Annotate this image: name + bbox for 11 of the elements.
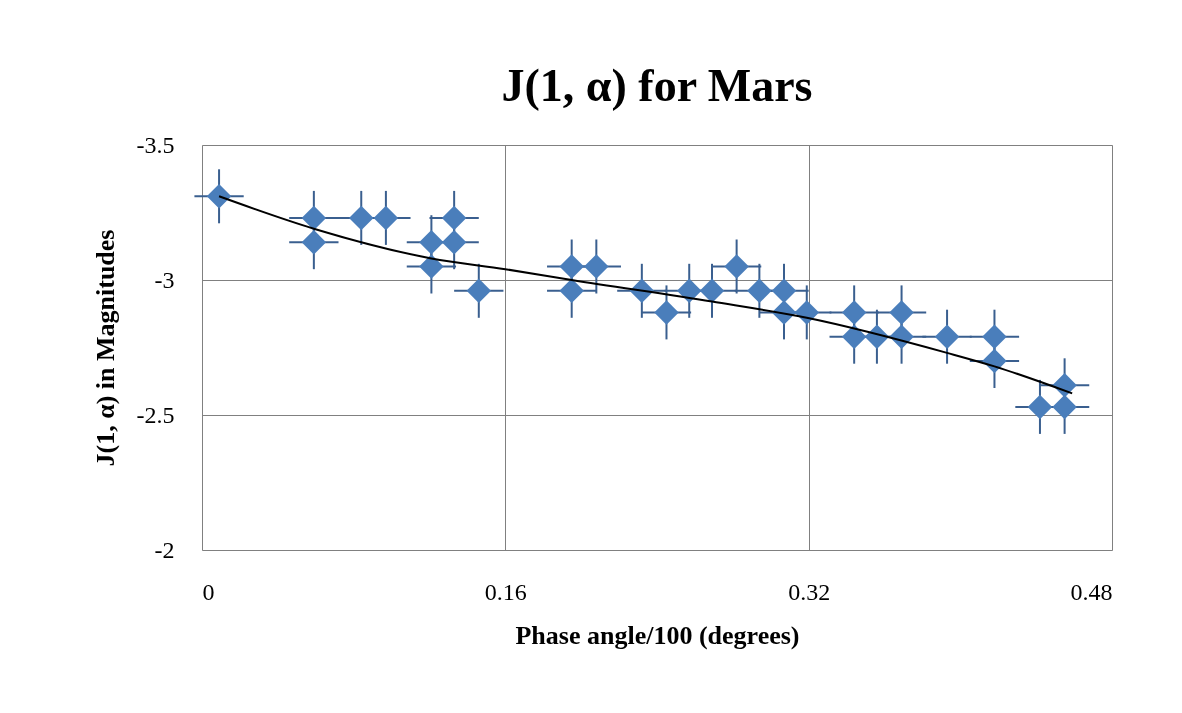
y-tick-label: -3 — [154, 266, 175, 293]
y-tick-label: -2 — [154, 536, 175, 563]
x-axis-title: Phase angle/100 (degrees) — [515, 620, 800, 650]
x-tick-label: 0 — [202, 578, 215, 605]
y-axis-title: J(1, α) in Magnitudes — [90, 229, 120, 467]
x-tick-label: 0.16 — [484, 578, 527, 605]
x-tick-label: 0.48 — [1070, 578, 1113, 605]
x-tick-label: 0.32 — [788, 578, 831, 605]
chart-title: J(1, α) for Mars — [501, 60, 813, 111]
y-tick-label: -3.5 — [136, 131, 175, 158]
y-tick-label: -2.5 — [136, 401, 175, 428]
